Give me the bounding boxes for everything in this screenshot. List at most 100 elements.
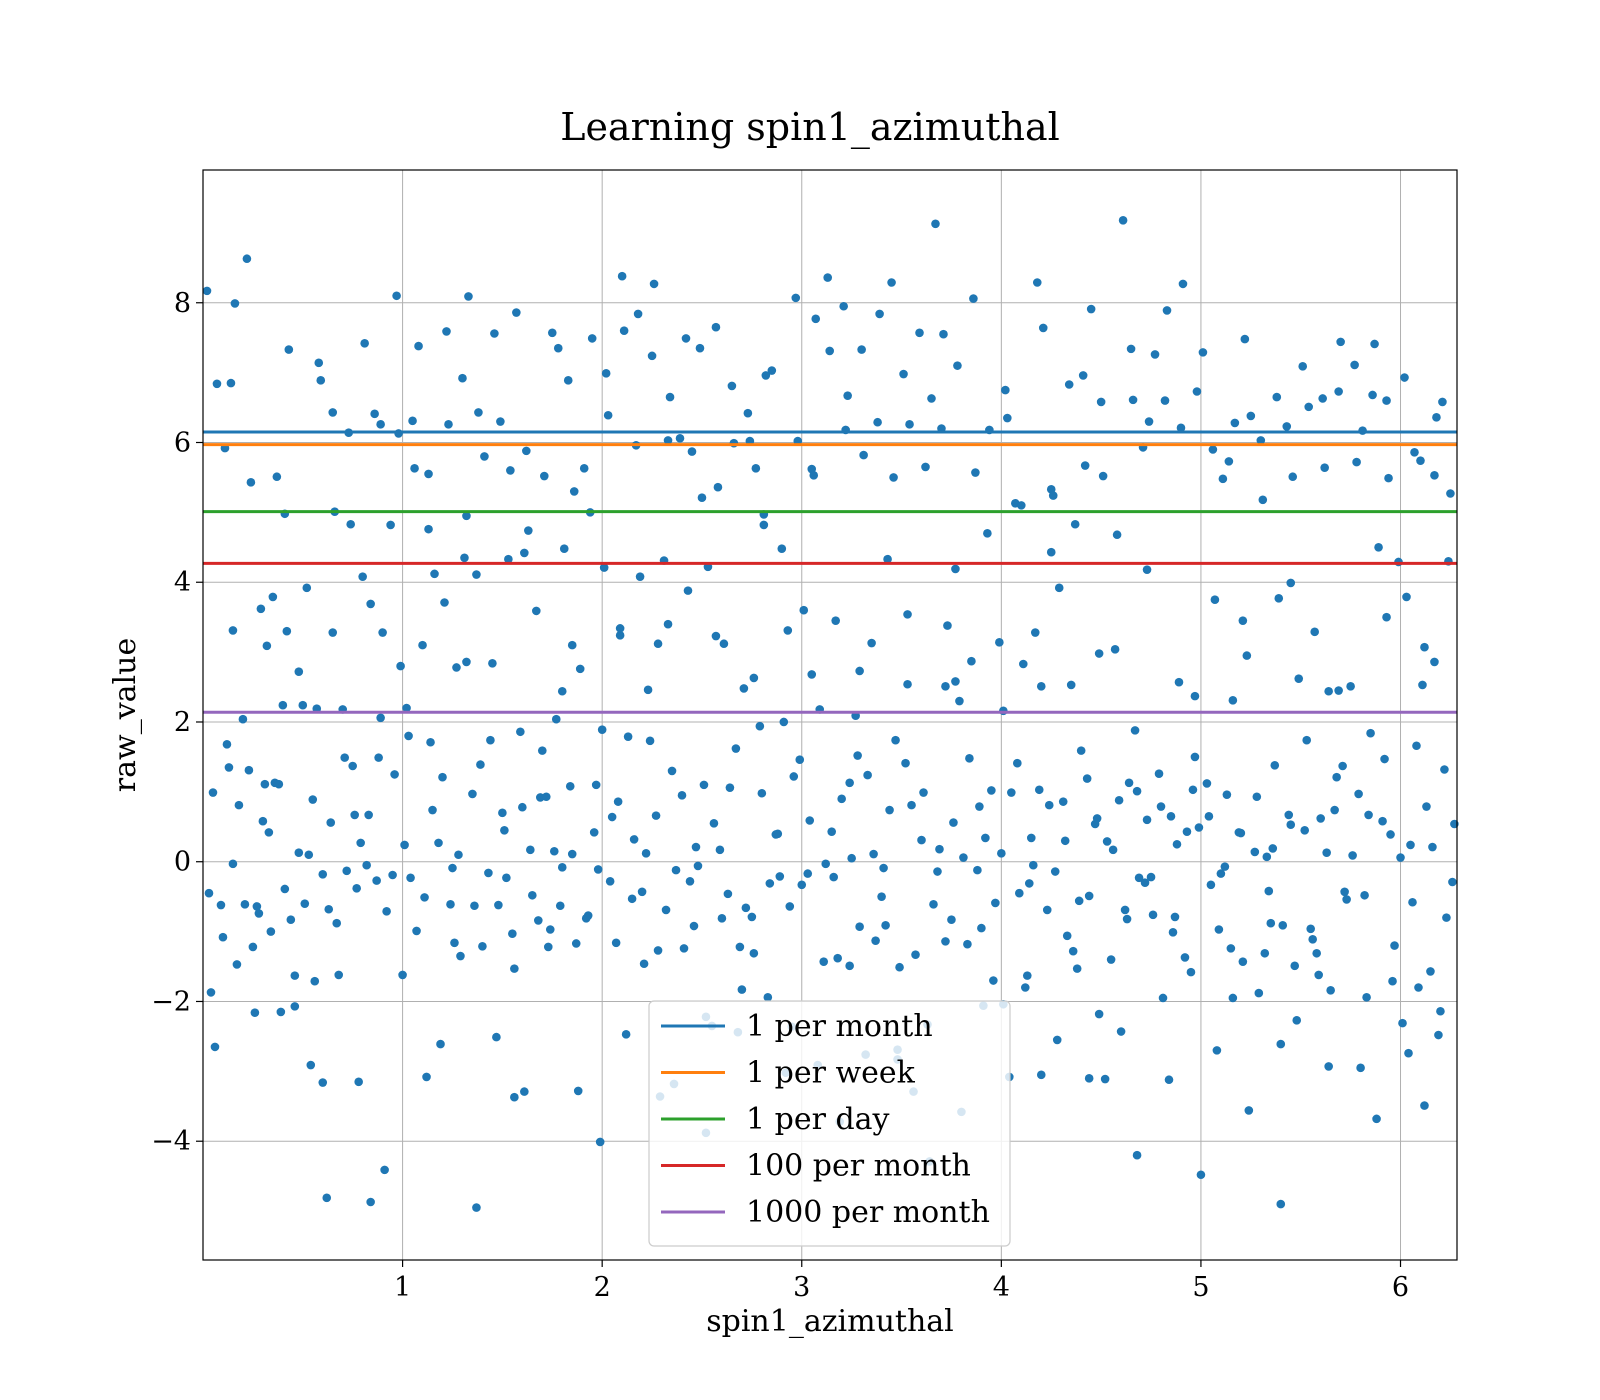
data-point: [1254, 988, 1264, 998]
data-point: [1226, 944, 1236, 953]
data-point: [306, 1060, 316, 1070]
data-point: [959, 853, 968, 862]
data-point: [1146, 872, 1156, 882]
data-point: [522, 446, 531, 456]
data-point: [392, 291, 401, 301]
data-point: [504, 554, 513, 564]
data-point: [1162, 306, 1172, 315]
data-point: [691, 842, 701, 852]
data-point: [1332, 772, 1341, 782]
data-point: [611, 938, 621, 948]
data-point: [1404, 1048, 1413, 1058]
data-point: [591, 780, 601, 790]
data-point: [356, 838, 365, 848]
data-point: [1292, 1016, 1302, 1025]
data-point: [280, 884, 290, 894]
data-point: [526, 845, 535, 855]
data-point: [1192, 387, 1202, 396]
data-point: [1416, 456, 1425, 465]
data-point: [396, 661, 405, 671]
data-point: [831, 616, 840, 625]
data-point: [1276, 1199, 1286, 1209]
data-point: [348, 761, 357, 771]
data-point: [286, 915, 296, 925]
data-point: [671, 865, 681, 875]
data-point: [328, 628, 338, 637]
data-point: [1080, 461, 1090, 470]
data-point: [1406, 840, 1415, 850]
data-point: [647, 351, 657, 361]
data-point: [559, 544, 569, 554]
data-point: [557, 686, 567, 696]
data-point: [949, 818, 958, 827]
data-point: [1400, 373, 1409, 382]
data-point: [785, 902, 795, 911]
data-point: [943, 621, 952, 630]
data-point: [811, 314, 821, 324]
data-point: [991, 898, 1000, 908]
data-point: [743, 408, 753, 418]
data-point: [875, 309, 884, 319]
data-point: [1098, 471, 1108, 481]
data-point: [731, 744, 741, 753]
data-point: [1418, 680, 1427, 690]
data-point: [749, 673, 759, 683]
data-point: [693, 861, 703, 871]
data-point: [270, 778, 280, 788]
data-point: [1001, 385, 1010, 395]
data-point: [346, 519, 355, 529]
data-point: [492, 1032, 501, 1042]
data-point: [334, 970, 344, 980]
data-point: [360, 338, 369, 348]
data-point: [649, 279, 659, 289]
data-point: [516, 727, 525, 737]
data-point: [1268, 844, 1278, 853]
data-point: [719, 639, 729, 649]
data-point: [751, 464, 761, 473]
data-point: [887, 278, 896, 287]
data-point: [484, 868, 493, 878]
data-point: [314, 358, 324, 368]
data-point: [601, 369, 611, 378]
data-point: [1220, 862, 1230, 871]
data-point: [855, 666, 864, 676]
data-point: [637, 887, 647, 897]
data-point: [1304, 402, 1314, 412]
data-point: [1238, 957, 1248, 966]
data-point: [537, 746, 547, 755]
data-point: [412, 926, 421, 936]
data-point: [324, 904, 334, 914]
data-point: [1402, 592, 1411, 602]
data-point: [965, 754, 974, 763]
data-point: [1182, 827, 1192, 836]
data-point: [1112, 530, 1122, 540]
data-point: [905, 420, 914, 429]
data-point: [472, 1203, 481, 1212]
data-point: [623, 732, 633, 741]
data-point: [328, 408, 338, 417]
data-point: [468, 789, 477, 799]
data-point: [362, 860, 371, 870]
data-point: [997, 849, 1006, 858]
data-point: [1100, 1074, 1110, 1084]
data-point: [1160, 396, 1170, 405]
data-point: [565, 781, 575, 791]
data-point: [859, 450, 868, 460]
data-point: [406, 873, 415, 883]
data-point: [803, 869, 813, 878]
data-point: [1032, 278, 1042, 287]
data-point: [1212, 1046, 1222, 1055]
data-point: [1366, 728, 1375, 738]
data-point: [1096, 397, 1106, 407]
data-point: [1378, 816, 1387, 826]
data-point: [983, 529, 992, 538]
data-point: [963, 939, 972, 949]
data-point: [1420, 1101, 1429, 1110]
data-point: [891, 735, 900, 745]
data-point: [358, 572, 367, 581]
data-point: [1142, 565, 1152, 574]
data-point: [318, 870, 328, 879]
data-point: [1054, 583, 1064, 593]
data-point: [1092, 814, 1102, 823]
data-point: [1022, 971, 1032, 980]
